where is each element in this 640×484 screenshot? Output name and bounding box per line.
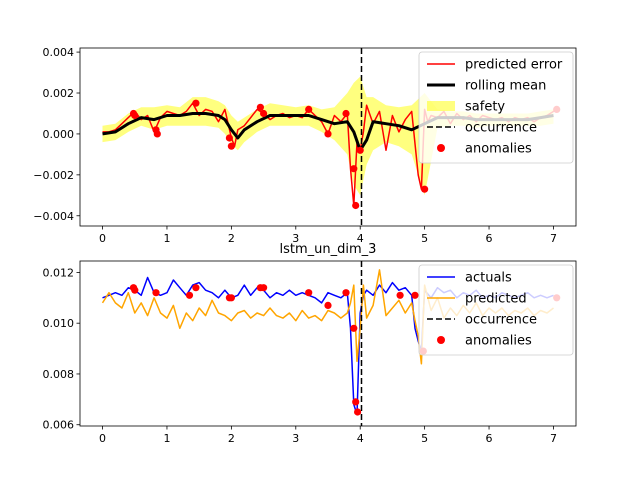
chart1-anomaly-point [227, 142, 235, 150]
chart1-legend-label: predicted error [465, 58, 563, 73]
chart2-ytick-label: 0.008 [43, 368, 75, 381]
chart2-xtick-label: 1 [163, 432, 170, 445]
chart1-anomaly-point [256, 103, 264, 111]
chart1-ytick-label: 0.004 [43, 46, 75, 59]
chart2-ytick-label: 0.006 [43, 419, 75, 432]
chart2-anomaly-point [192, 284, 200, 292]
chart2-legend-label: occurrence [465, 313, 537, 328]
chart2-ytick-label: 0.012 [43, 266, 75, 279]
chart2-xtick-label: 5 [421, 432, 428, 445]
chart1-ytick-label: 0.002 [43, 87, 75, 100]
chart2-anomaly-point [354, 408, 362, 416]
chart1-legend-box [418, 51, 574, 164]
chart1-anomaly-point [324, 130, 332, 138]
chart2-anomaly-point [411, 291, 419, 299]
chart2-legend-label: actuals [465, 271, 512, 286]
chart1-axes-frame [79, 47, 577, 227]
chart1-xtick-label: 2 [228, 232, 235, 245]
chart2-legend-label: anomalies [465, 334, 532, 349]
chart2-anomaly-point [152, 289, 160, 297]
chart1-legend-handle-anomalies [437, 144, 445, 152]
chart1-ytick-label: 0.000 [43, 128, 75, 141]
chart1-anomaly-point [131, 111, 139, 120]
chart2-anomaly-point [305, 289, 313, 297]
chart1-anomaly-point [342, 109, 350, 118]
chart1-legend-handle-safety [427, 101, 455, 111]
chart2-legend-box [418, 264, 574, 356]
chart1-anomaly-point [350, 165, 358, 173]
chart2-xtick-label: 0 [99, 432, 106, 445]
chart1-legend-label: rolling mean [465, 79, 546, 94]
chart2-xtick-label: 4 [357, 432, 364, 445]
chart2-anomaly-point [396, 291, 404, 299]
chart2-legend: actuals predicted occurrence anomalies [418, 264, 574, 356]
chart1-anomaly-point [225, 134, 233, 142]
chart1-legend-label: occurrence [465, 121, 537, 136]
chart1-xtick-label: 6 [486, 232, 493, 245]
chart1-ytick-label: −0.002 [33, 169, 74, 182]
chart2-ytick-label: 0.010 [43, 317, 75, 330]
chart1-anomaly-point [421, 185, 429, 193]
chart1-xtick-label: 7 [550, 232, 557, 245]
chart2-anomaly-point [131, 286, 139, 294]
chart2-xtick-label: 3 [292, 432, 299, 445]
chart1-anomaly-point [356, 146, 364, 154]
chart2: 0 1 2 3 4 5 6 7 0.006 0.008 0.010 0.012 lstm_un_dim_… [43, 242, 577, 445]
chart2-anomaly-point [324, 301, 332, 309]
chart1-legend-label: anomalies [465, 142, 532, 157]
chart1-xtick-label: 5 [421, 232, 428, 245]
chart2-xtick-label: 2 [228, 432, 235, 445]
chart2-anomaly-point [227, 294, 235, 302]
chart2-anomaly-point [352, 398, 360, 406]
chart1-anomaly-point [192, 99, 200, 107]
chart2-axes-frame [79, 260, 577, 427]
chart2-anomaly-point [185, 291, 194, 299]
chart1-xtick-label: 3 [292, 232, 299, 245]
chart2-anomaly-point [260, 284, 268, 292]
chart1-legend: predicted error rolling mean safety occurre… [418, 51, 574, 164]
chart2-anomaly-point [350, 324, 358, 332]
chart2-title: lstm_un_dim_3 [280, 242, 377, 257]
chart1-ytick-label: −0.004 [33, 210, 74, 223]
chart1-xtick-label: 4 [357, 232, 364, 245]
chart1-legend-label: safety [465, 100, 505, 115]
chart1-anomaly-point [153, 130, 161, 138]
chart1-anomaly-point [260, 109, 268, 118]
chart1: 0 1 2 3 4 5 6 7 −0.004 −0.002 0.000 0.002 0.004 predi… [33, 46, 577, 245]
chart1-anomaly-point [352, 201, 360, 210]
chart2-xtick-label: 7 [550, 432, 557, 445]
chart1-xtick-label: 1 [163, 232, 170, 245]
chart1-xtick-label: 0 [99, 232, 106, 245]
chart1-anomaly-point [305, 105, 313, 113]
chart2-xtick-label: 6 [486, 432, 493, 445]
chart2-legend-label: predicted [465, 292, 527, 307]
chart2-anomaly-point [342, 289, 350, 297]
chart2-legend-handle-anomalies [437, 336, 445, 344]
